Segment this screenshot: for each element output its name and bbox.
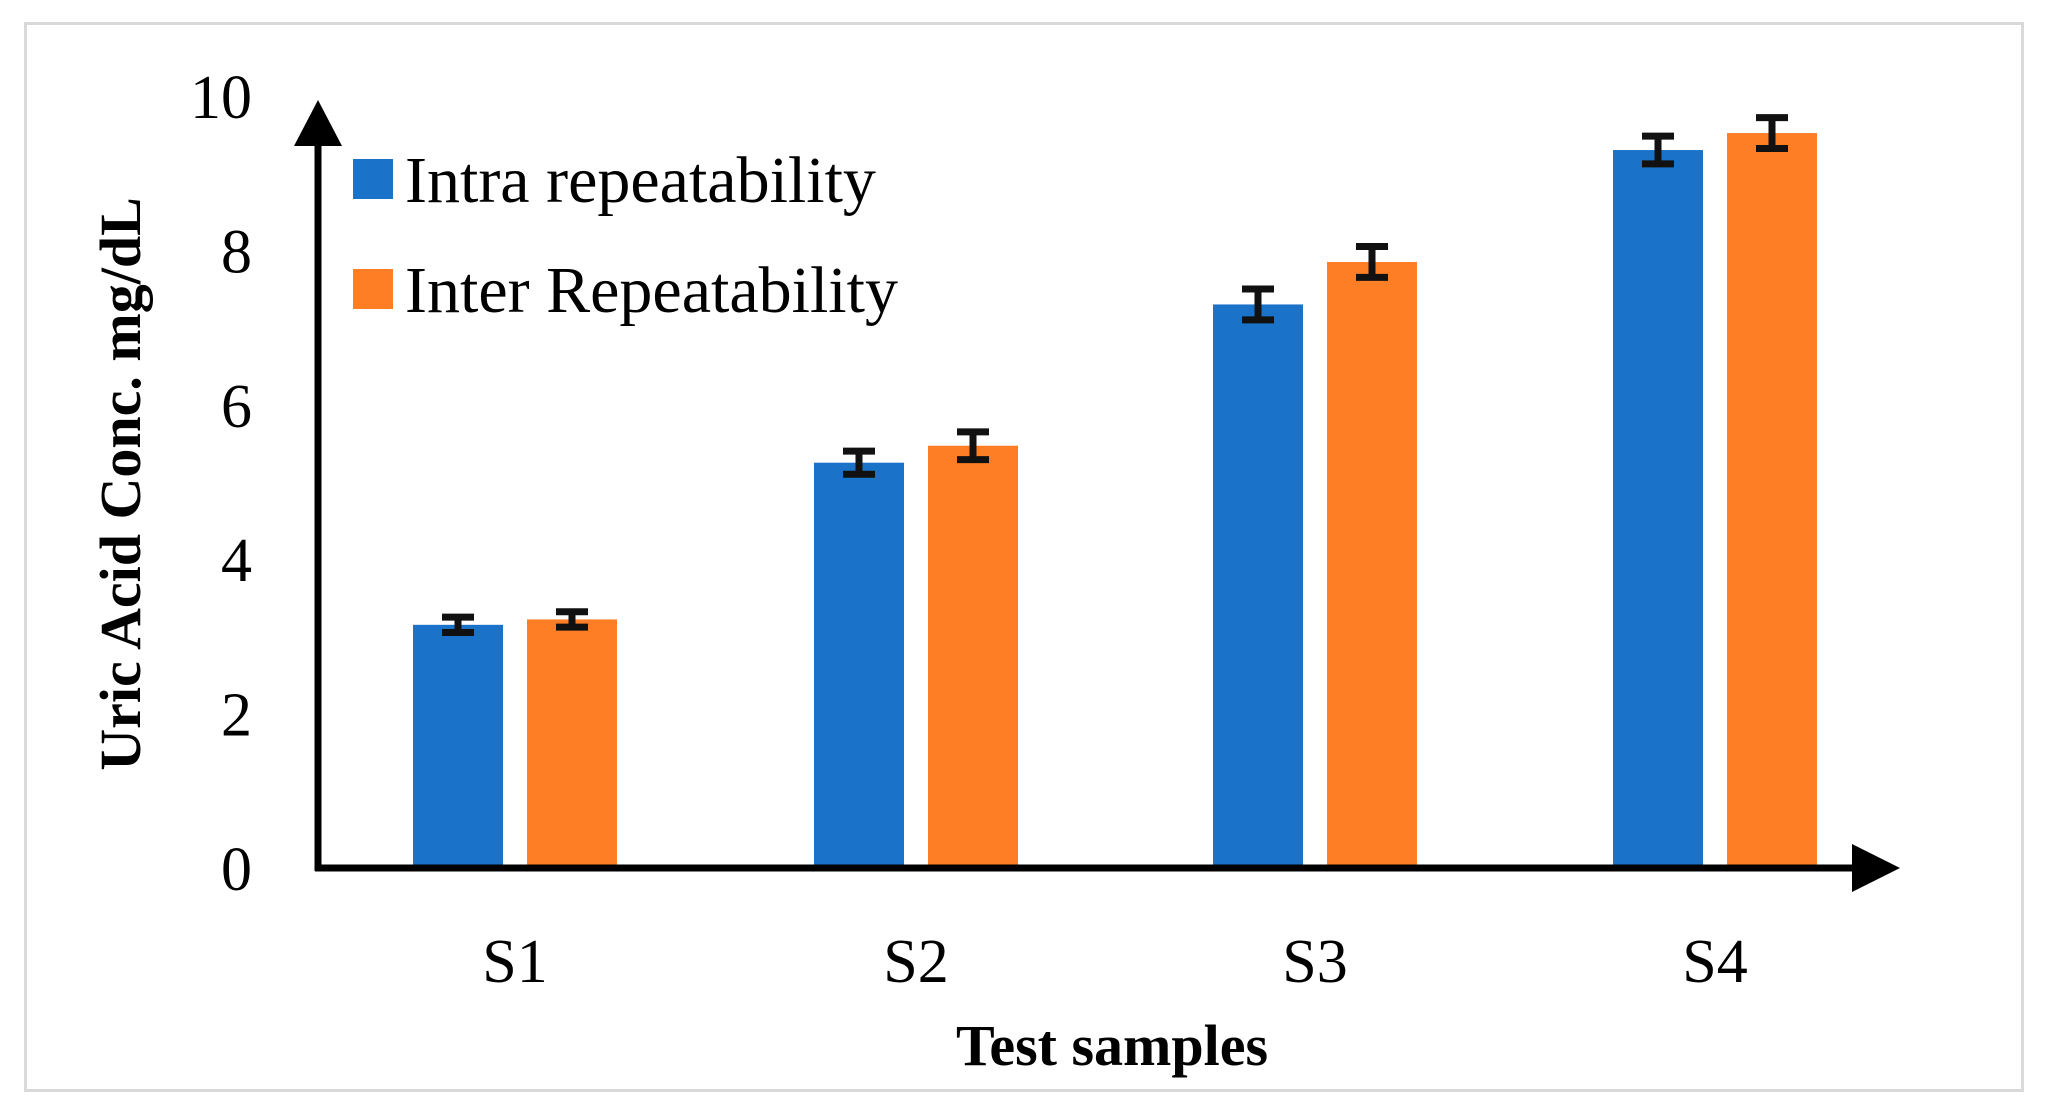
error-bar-intra-s3 — [1242, 285, 1274, 324]
bar-inter-s3 — [1327, 261, 1417, 869]
bar-intra-s3 — [1213, 304, 1303, 868]
error-bar-intra-s4 — [1642, 132, 1674, 168]
x-category-label: S1 — [482, 928, 547, 996]
y-tick-label: 2 — [221, 682, 252, 750]
x-category-labels: S1 S2 S3 S4 — [482, 928, 1747, 996]
bar-inter-s1 — [527, 619, 617, 868]
error-bar-intra-s1 — [442, 613, 474, 637]
x-category-label: S4 — [1682, 928, 1747, 996]
y-axis-title: Uric Acid Conc. mg/dL — [88, 197, 153, 771]
error-bar-inter-s1 — [556, 608, 588, 631]
y-tick-label: 4 — [221, 527, 252, 595]
error-bar-intra-s2 — [843, 447, 875, 478]
bars-layer — [413, 133, 1817, 869]
y-axis-arrow — [294, 100, 342, 146]
x-axis-arrow — [1852, 844, 1900, 892]
x-category-label: S3 — [1282, 928, 1347, 996]
x-axis-title: Test samples — [956, 1013, 1268, 1078]
legend-label-inter: Inter Repeatability — [405, 254, 898, 327]
legend-swatch-inter — [353, 269, 393, 309]
bar-intra-s4 — [1613, 150, 1703, 869]
error-bar-inter-s3 — [1356, 243, 1388, 281]
y-tick-label: 0 — [221, 836, 252, 904]
y-tick-label: 8 — [221, 218, 252, 286]
bar-inter-s2 — [928, 445, 1018, 868]
legend-swatch-intra — [353, 159, 393, 199]
bar-intra-s2 — [814, 462, 904, 868]
y-tick-label: 10 — [190, 64, 252, 132]
bar-inter-s4 — [1727, 133, 1817, 868]
legend-label-intra: Intra repeatability — [405, 144, 876, 217]
axes-layer — [294, 100, 1900, 892]
error-bar-inter-s2 — [957, 428, 989, 464]
y-tick-label: 6 — [221, 373, 252, 441]
y-tick-labels: 0 2 4 6 8 10 — [190, 64, 252, 904]
bar-intra-s1 — [413, 624, 503, 868]
error-bar-inter-s4 — [1756, 114, 1788, 152]
x-category-label: S2 — [883, 928, 948, 996]
legend: Intra repeatability Inter Repeatability — [353, 144, 898, 327]
error-bars-layer — [442, 114, 1788, 637]
